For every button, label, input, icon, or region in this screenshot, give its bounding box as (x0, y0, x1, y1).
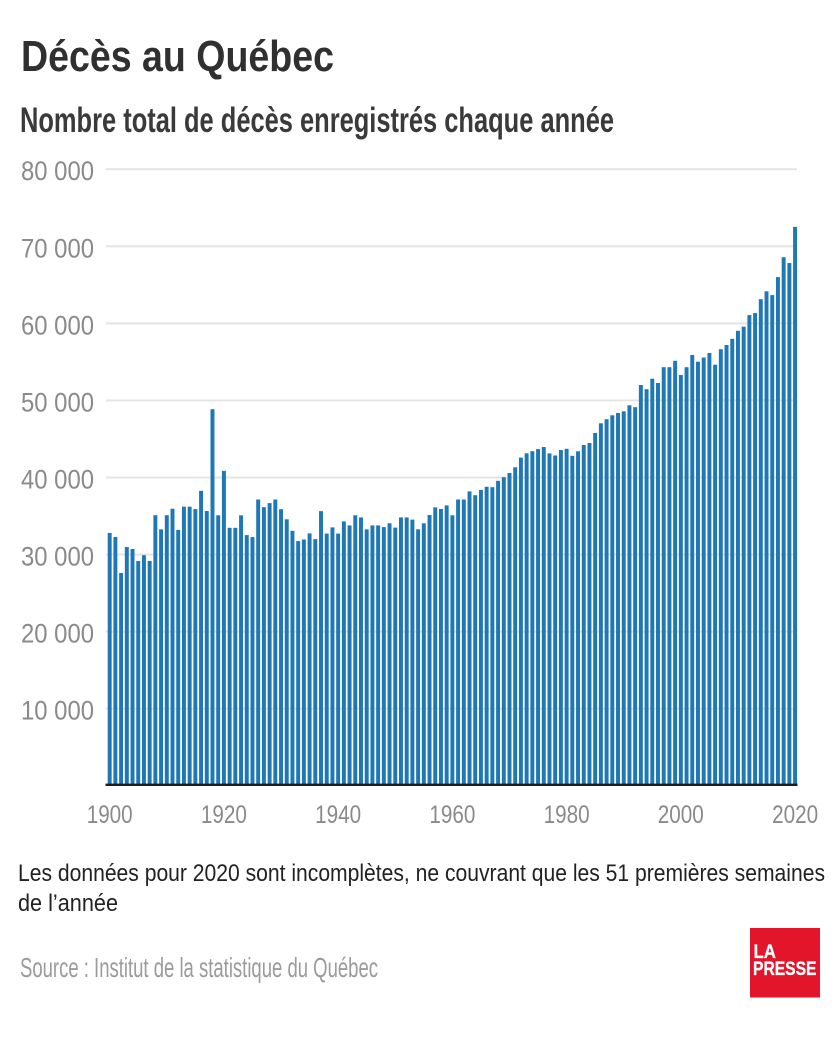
svg-text:1900: 1900 (87, 801, 133, 829)
svg-text:50 000: 50 000 (21, 387, 94, 417)
svg-text:1920: 1920 (201, 801, 247, 829)
svg-text:60 000: 60 000 (21, 310, 94, 340)
svg-text:20 000: 20 000 (21, 619, 94, 649)
svg-text:1960: 1960 (429, 801, 475, 829)
svg-text:30 000: 30 000 (21, 542, 94, 572)
svg-text:LA: LA (754, 942, 777, 963)
svg-text:1980: 1980 (544, 801, 590, 829)
svg-text:Les données pour 2020 sont inc: Les données pour 2020 sont incomplètes, … (18, 860, 825, 887)
svg-text:2000: 2000 (658, 801, 704, 829)
svg-text:Nombre total de décès enregist: Nombre total de décès enregistrés chaque… (20, 101, 614, 140)
svg-text:PRESSE: PRESSE (753, 959, 817, 980)
svg-text:80 000: 80 000 (21, 156, 94, 186)
svg-text:10 000: 10 000 (21, 696, 94, 726)
svg-text:Décès au Québec: Décès au Québec (21, 32, 334, 81)
svg-text:de l’année: de l’année (18, 890, 118, 917)
svg-text:Source : Institut de la statis: Source : Institut de la statistique du Q… (20, 952, 378, 983)
svg-text:1940: 1940 (315, 801, 361, 829)
svg-text:40 000: 40 000 (21, 465, 94, 495)
svg-text:2020: 2020 (772, 801, 818, 829)
svg-text:70 000: 70 000 (21, 233, 94, 263)
